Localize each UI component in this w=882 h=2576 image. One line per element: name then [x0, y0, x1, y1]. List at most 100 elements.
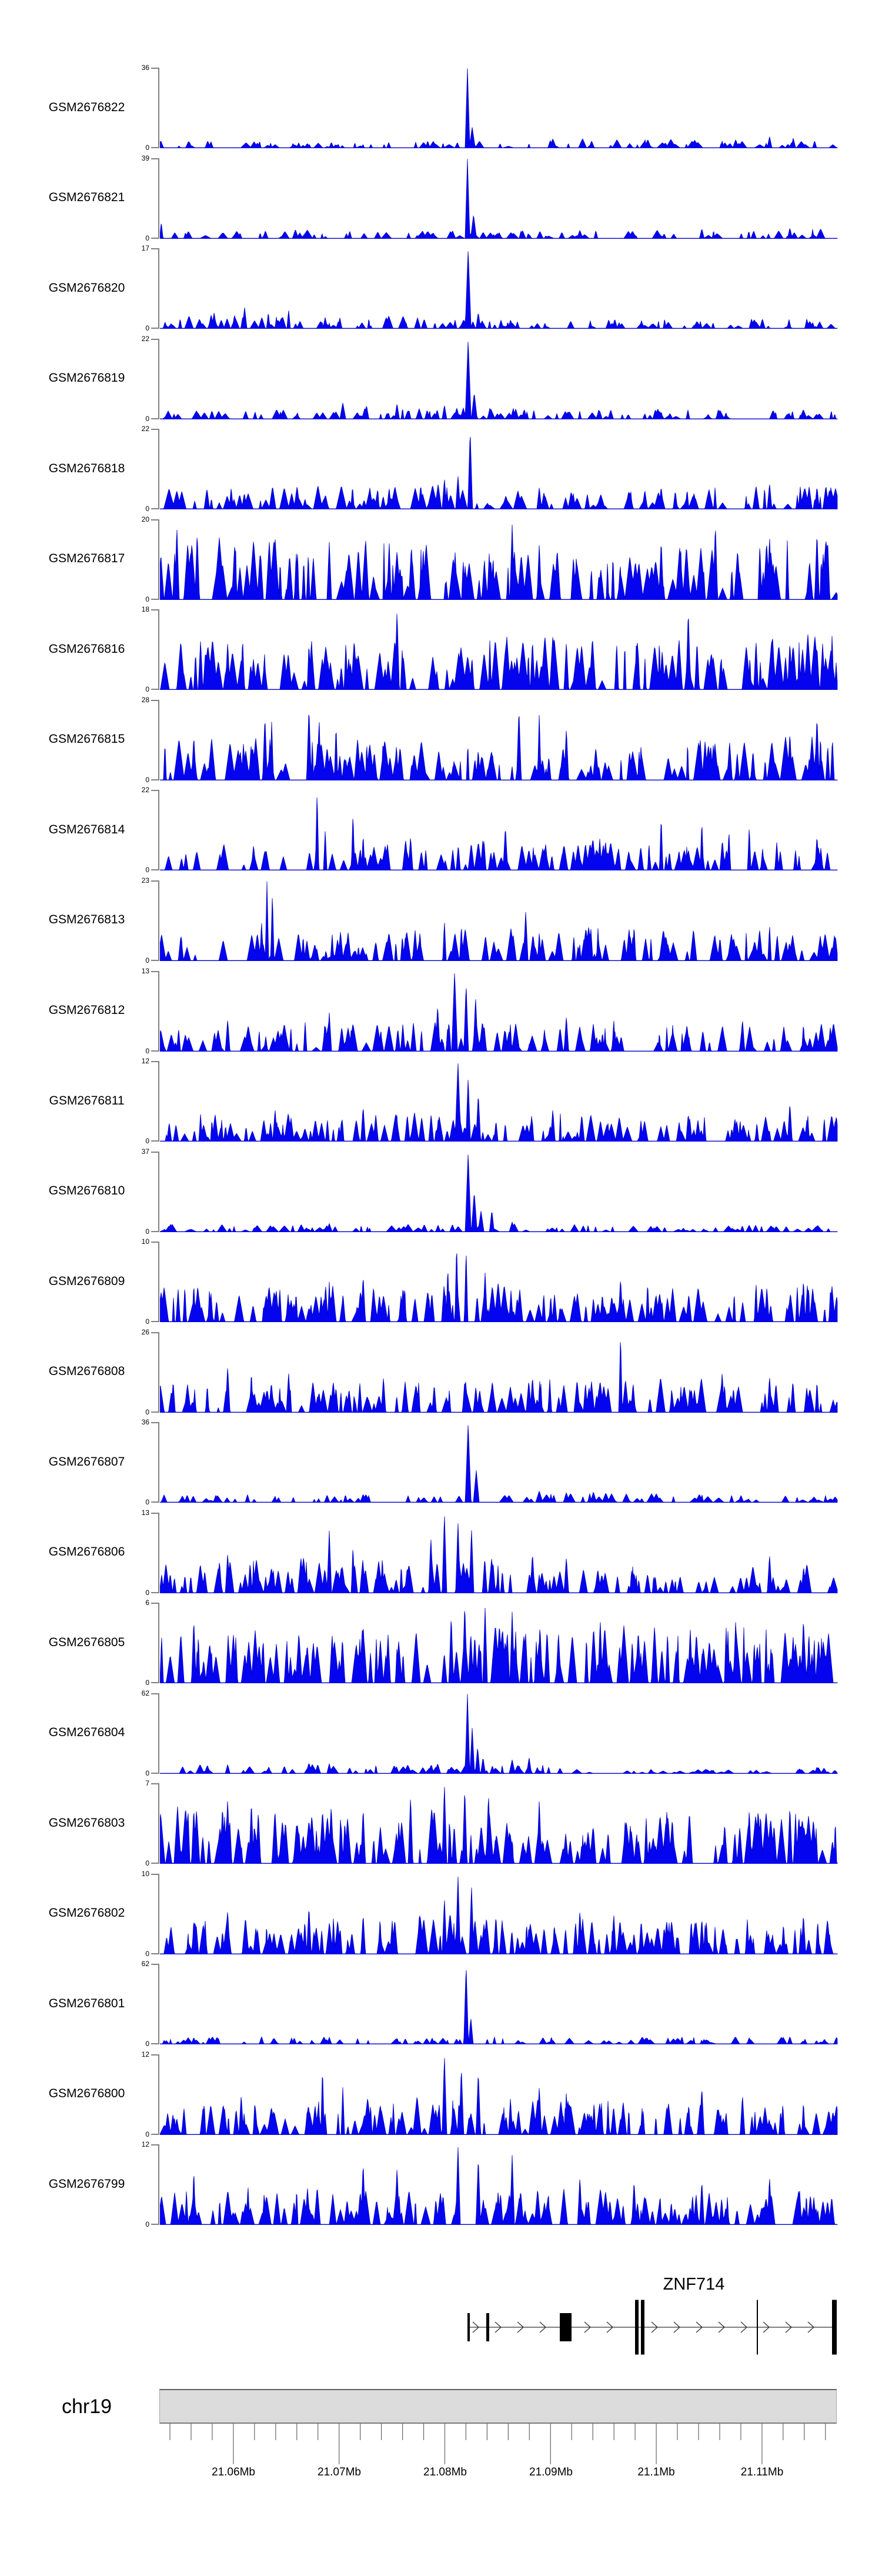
yaxis-top-tick	[151, 1512, 159, 1514]
yaxis-top-tick	[151, 1873, 159, 1875]
coverage-track-row: GSM2676800 12 0	[0, 2050, 882, 2138]
yaxis-zero-label: 0	[145, 1679, 149, 1687]
track-label: GSM2676816	[48, 642, 125, 656]
track-label: GSM2676817	[48, 552, 125, 566]
yaxis-zero-label: 0	[145, 595, 149, 603]
chromosome-bar	[159, 2389, 837, 2424]
yaxis-max-label: 17	[141, 244, 149, 253]
chromosome-label: chr19	[61, 2395, 112, 2418]
coverage-track-row: GSM2676813 23 0	[0, 876, 882, 965]
yaxis-bottom-tick	[151, 1411, 159, 1413]
track-label: GSM2676802	[48, 1906, 125, 1920]
yaxis-top-tick	[151, 880, 159, 882]
yaxis-max-label: 36	[141, 1418, 149, 1427]
yaxis-top-tick	[151, 1603, 159, 1604]
yaxis-line	[158, 338, 159, 419]
yaxis-bottom-tick	[151, 869, 159, 871]
yaxis-zero-label: 0	[145, 414, 149, 423]
track-label: GSM2676799	[48, 2177, 125, 2191]
axis-tick-label: 21.09Mb	[529, 2466, 573, 2478]
yaxis-max-label: 18	[141, 605, 149, 614]
yaxis-bottom-tick	[151, 1953, 159, 1954]
gene-name-label: ZNF714	[663, 2275, 725, 2294]
yaxis-zero-label: 0	[145, 1227, 149, 1236]
coverage-area	[160, 1970, 838, 2045]
coverage-track-row: GSM2676810 37 0	[0, 1147, 882, 1236]
yaxis-bottom-tick	[151, 689, 159, 690]
track-label: GSM2676805	[48, 1635, 125, 1649]
track-label: GSM2676815	[48, 732, 125, 746]
track-label: GSM2676811	[49, 1093, 125, 1107]
yaxis-top-tick	[151, 1422, 159, 1424]
yaxis-zero-label: 0	[145, 685, 149, 694]
yaxis-zero-label: 0	[145, 324, 149, 333]
yaxis-zero-label: 0	[145, 2040, 149, 2048]
coverage-track-row: GSM2676811 12 0	[0, 1057, 882, 1145]
yaxis-zero-label: 0	[145, 1949, 149, 1958]
yaxis-line	[158, 1151, 159, 1232]
coverage-area	[160, 614, 838, 690]
yaxis-line	[158, 1783, 159, 1864]
yaxis-top-tick	[151, 158, 159, 159]
yaxis-max-label: 12	[141, 2050, 149, 2058]
coverage-area	[160, 159, 838, 239]
coverage-track-row: GSM2676820 17 0	[0, 244, 882, 333]
yaxis-bottom-tick	[151, 418, 159, 419]
yaxis-line	[158, 68, 159, 149]
yaxis-top-tick	[151, 970, 159, 972]
coverage-area	[160, 524, 838, 600]
track-label: GSM2676820	[48, 281, 125, 295]
yaxis-line	[158, 1061, 159, 1142]
yaxis-zero-label: 0	[145, 775, 149, 784]
yaxis-line	[158, 699, 159, 780]
track-label: GSM2676804	[48, 1726, 125, 1740]
track-label: GSM2676801	[48, 1996, 125, 2010]
yaxis-max-label: 26	[141, 1327, 149, 1336]
yaxis-zero-label: 0	[145, 1317, 149, 1326]
coverage-track-row: GSM2676809 10 0	[0, 1237, 882, 1326]
yaxis-top-tick	[151, 519, 159, 520]
yaxis-bottom-tick	[151, 1682, 159, 1684]
track-label: GSM2676812	[48, 1003, 125, 1017]
yaxis-bottom-tick	[151, 1321, 159, 1323]
yaxis-zero-label: 0	[145, 233, 149, 242]
yaxis-top-tick	[151, 699, 159, 701]
yaxis-max-label: 10	[141, 1237, 149, 1246]
yaxis-bottom-tick	[151, 598, 159, 600]
gene-model-drawing	[467, 2300, 837, 2355]
coverage-track-row: GSM2676816 18 0	[0, 605, 882, 694]
yaxis-zero-label: 0	[145, 505, 149, 513]
yaxis-bottom-tick	[151, 2224, 159, 2225]
coverage-track-row: GSM2676821 39 0	[0, 154, 882, 242]
yaxis-line	[158, 1332, 159, 1413]
yaxis-max-label: 62	[141, 1689, 149, 1697]
yaxis-top-tick	[151, 1242, 159, 1243]
yaxis-bottom-tick	[151, 147, 159, 149]
yaxis-line	[158, 429, 159, 510]
coverage-track-row: GSM2676817 20 0	[0, 515, 882, 603]
yaxis-line	[158, 158, 159, 239]
yaxis-max-label: 22	[141, 425, 149, 433]
track-label: GSM2676803	[48, 1816, 125, 1830]
yaxis-top-tick	[151, 1151, 159, 1153]
coverage-track-row: GSM2676818 22 0	[0, 425, 882, 513]
coverage-area	[160, 1154, 838, 1232]
yaxis-line	[158, 1873, 159, 1954]
yaxis-zero-label: 0	[145, 866, 149, 875]
yaxis-line	[158, 1964, 159, 2045]
yaxis-bottom-tick	[151, 328, 159, 329]
coverage-track-row: GSM2676799 12 0	[0, 2140, 882, 2229]
yaxis-zero-label: 0	[145, 1407, 149, 1416]
coverage-area	[160, 68, 838, 149]
yaxis-top-tick	[151, 68, 159, 69]
yaxis-top-tick	[151, 2144, 159, 2146]
yaxis-bottom-tick	[151, 1772, 159, 1774]
coverage-area	[160, 1608, 838, 1684]
yaxis-bottom-tick	[151, 779, 159, 780]
yaxis-zero-label: 0	[145, 2130, 149, 2138]
yaxis-line	[158, 1512, 159, 1593]
yaxis-top-tick	[151, 429, 159, 431]
yaxis-zero-label: 0	[145, 2220, 149, 2229]
yaxis-max-label: 12	[141, 1057, 149, 1066]
